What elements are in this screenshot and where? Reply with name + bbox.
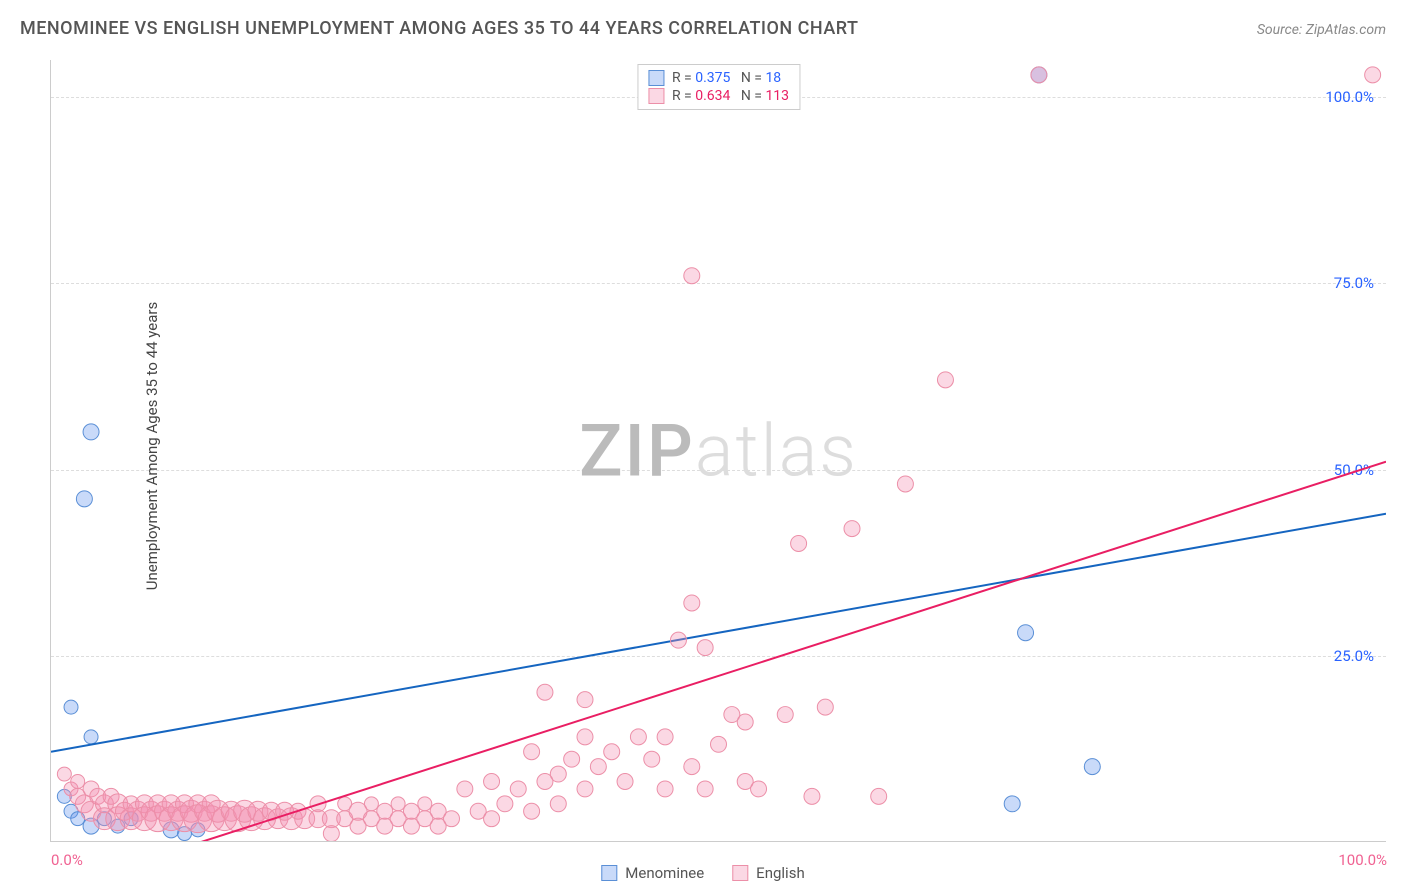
scatter-point [550, 796, 566, 812]
scatter-point [364, 797, 378, 811]
scatter-point [64, 700, 78, 714]
scatter-svg [51, 60, 1386, 841]
scatter-point [711, 736, 727, 752]
legend-swatch-icon [601, 865, 617, 881]
scatter-point [657, 781, 673, 797]
scatter-point [804, 788, 820, 804]
scatter-point [524, 803, 540, 819]
scatter-point [497, 796, 513, 812]
scatter-point [1004, 796, 1020, 812]
scatter-point [897, 476, 913, 492]
legend-swatch-icon [732, 865, 748, 881]
legend-item: Menominee [601, 864, 704, 882]
legend-label: Menominee [625, 864, 704, 882]
scatter-point [484, 811, 500, 827]
scatter-point [817, 699, 833, 715]
scatter-point [617, 774, 633, 790]
scatter-point [697, 640, 713, 656]
legend-swatch-icon [648, 88, 664, 104]
scatter-point [590, 759, 606, 775]
scatter-point [871, 788, 887, 804]
scatter-point [657, 729, 673, 745]
scatter-point [1365, 67, 1381, 83]
legend-swatch-icon [648, 70, 664, 86]
scatter-point [937, 372, 953, 388]
scatter-point [844, 521, 860, 537]
scatter-point [391, 797, 405, 811]
scatter-point [684, 759, 700, 775]
x-tick-label: 100.0% [1338, 851, 1387, 869]
scatter-point [76, 491, 92, 507]
scatter-point [57, 767, 71, 781]
scatter-point [777, 707, 793, 723]
legend-text: R = 0.634 N = 113 [672, 88, 789, 104]
title-bar: MENOMINEE VS ENGLISH UNEMPLOYMENT AMONG … [20, 18, 1386, 39]
legend-label: English [756, 864, 805, 882]
scatter-point [577, 692, 593, 708]
scatter-point [791, 535, 807, 551]
x-tick-label: 0.0% [51, 851, 83, 869]
scatter-point [684, 268, 700, 284]
scatter-point [444, 811, 460, 827]
scatter-point [604, 744, 620, 760]
scatter-point [1084, 759, 1100, 775]
scatter-point [1018, 625, 1034, 641]
scatter-point [564, 751, 580, 767]
source-label: Source: ZipAtlas.com [1257, 22, 1386, 38]
scatter-point [418, 797, 432, 811]
scatter-point [550, 766, 566, 782]
scatter-point [457, 781, 473, 797]
scatter-point [697, 781, 713, 797]
series-legend: Menominee English [601, 864, 804, 882]
scatter-point [670, 632, 686, 648]
legend-row: R = 0.634 N = 113 [648, 87, 789, 105]
legend-text: R = 0.375 N = 18 [672, 70, 781, 86]
scatter-point [510, 781, 526, 797]
chart-title: MENOMINEE VS ENGLISH UNEMPLOYMENT AMONG … [20, 18, 858, 39]
scatter-point [737, 714, 753, 730]
scatter-point [644, 751, 660, 767]
scatter-point [323, 826, 339, 841]
scatter-point [71, 775, 85, 789]
scatter-point [83, 424, 99, 440]
legend-item: English [732, 864, 805, 882]
scatter-point [537, 684, 553, 700]
scatter-point [84, 730, 98, 744]
scatter-point [484, 774, 500, 790]
scatter-point [577, 729, 593, 745]
scatter-point [630, 729, 646, 745]
trend-line [51, 514, 1386, 752]
plot-area: ZIPatlas R = 0.375 N = 18R = 0.634 N = 1… [50, 60, 1386, 842]
legend-row: R = 0.375 N = 18 [648, 69, 789, 87]
scatter-point [1031, 67, 1047, 83]
scatter-point [751, 781, 767, 797]
scatter-point [524, 744, 540, 760]
correlation-legend: R = 0.375 N = 18 R = 0.634 N = 113 [637, 64, 800, 110]
trend-line [158, 462, 1386, 841]
scatter-point [577, 781, 593, 797]
scatter-point [684, 595, 700, 611]
